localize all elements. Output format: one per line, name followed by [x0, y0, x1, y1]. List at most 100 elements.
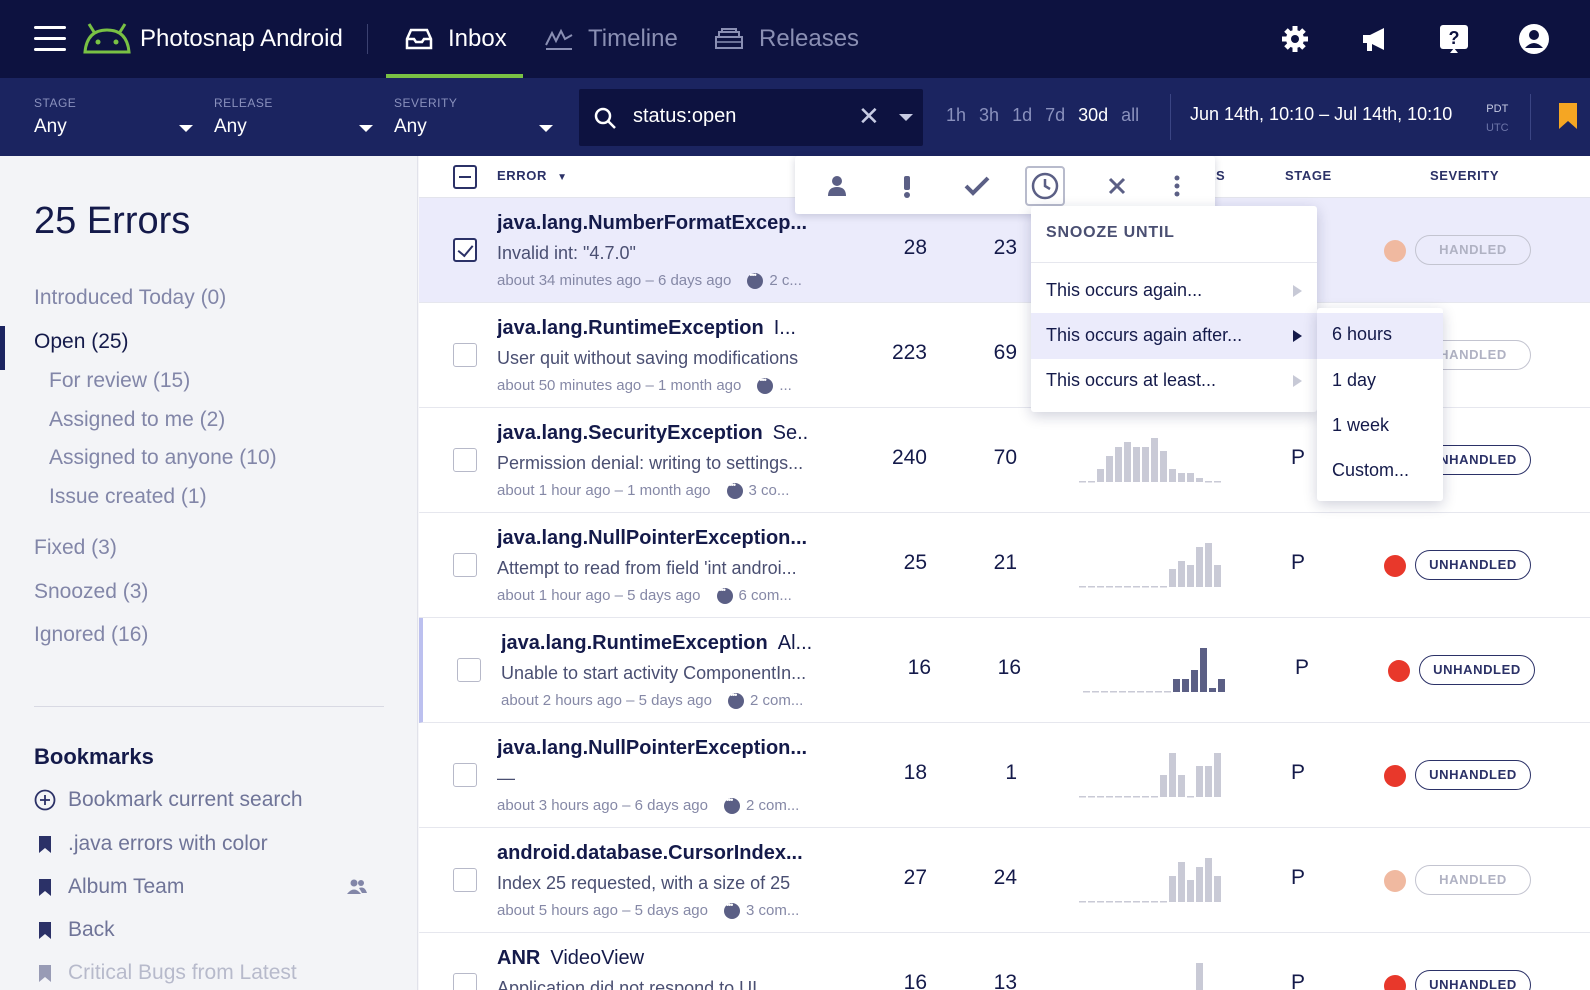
bookmark-item[interactable]: .java errors with color — [34, 832, 268, 856]
severity-filter-label: SEVERITY — [394, 96, 458, 110]
row-checkbox[interactable] — [453, 763, 477, 787]
announcement-icon[interactable] — [1358, 22, 1392, 56]
sparkline-baseline — [1079, 901, 1086, 903]
chevron-down-icon[interactable] — [899, 114, 913, 121]
tab-timeline[interactable]: Timeline — [544, 0, 678, 78]
timezone-toggle[interactable]: PDT UTC — [1486, 100, 1509, 138]
duration-1-week[interactable]: 1 week — [1332, 415, 1390, 435]
release-filter[interactable]: RELEASE Any — [214, 96, 273, 138]
row-checkbox[interactable] — [453, 553, 477, 577]
table-row[interactable]: java.lang.RuntimeException Al... Unable to… — [419, 618, 1590, 723]
error-name[interactable]: java.lang.NullPointerException... — [497, 527, 807, 550]
row-checkbox[interactable] — [453, 448, 477, 472]
error-name[interactable]: java.lang.SecurityException Se... — [497, 422, 807, 445]
more-icon[interactable] — [1157, 166, 1197, 206]
row-checkbox[interactable] — [453, 868, 477, 892]
sidebar-item-issue-created[interactable]: Issue created (1) — [49, 485, 207, 508]
bookmark-item[interactable]: Back — [34, 918, 115, 942]
error-meta: about 34 minutes ago – 6 days ago 2 c... — [497, 272, 817, 289]
ignore-icon[interactable] — [1097, 166, 1137, 206]
stage-column-header[interactable]: STAGE — [1285, 168, 1332, 183]
row-checkbox[interactable] — [457, 658, 481, 682]
duration-6-hours[interactable]: 6 hours — [1317, 313, 1443, 359]
bookmark-item[interactable]: Critical Bugs from Latest — [34, 961, 297, 985]
sidebar-item-snoozed[interactable]: Snoozed (3) — [34, 580, 149, 603]
search-input[interactable]: status:open ✕ — [579, 89, 923, 146]
error-name[interactable]: java.lang.NumberFormatExcep... — [497, 212, 807, 235]
bookmark-icon[interactable] — [1558, 102, 1578, 135]
table-row[interactable]: java.lang.NumberFormatExcep... Invalid in… — [419, 198, 1590, 303]
sparkline-bar — [1182, 679, 1189, 692]
duration-custom[interactable]: Custom... — [1332, 460, 1410, 480]
sparkline-baseline — [1092, 691, 1099, 693]
resolve-icon[interactable] — [957, 166, 997, 206]
sparkline-baseline — [1079, 586, 1086, 588]
snooze-option-occurs-again-after[interactable]: This occurs again after... — [1031, 313, 1317, 359]
sidebar-item-introduced-today[interactable]: Introduced Today (0) — [34, 286, 227, 309]
sidebar-item-ignored[interactable]: Ignored (16) — [34, 623, 149, 646]
sparkline-bar — [1115, 447, 1122, 482]
user-icon[interactable] — [1517, 22, 1551, 56]
event-count: 25 — [903, 551, 927, 574]
snooze-icon[interactable] — [1025, 166, 1065, 206]
assign-icon[interactable] — [817, 166, 857, 206]
search-query[interactable]: status:open — [633, 105, 737, 127]
duration-1-day[interactable]: 1 day — [1332, 370, 1377, 390]
snooze-option-occurs-at-least[interactable]: This occurs at least... — [1031, 358, 1317, 404]
select-all-checkbox[interactable] — [453, 165, 477, 189]
bookmark-item[interactable]: Album Team — [34, 875, 368, 899]
sparkline-baseline — [1110, 691, 1117, 693]
table-row[interactable]: java.lang.NullPointerException... — about … — [419, 723, 1590, 828]
gear-icon[interactable] — [1278, 22, 1312, 56]
sidebar-item-for-review[interactable]: For review (15) — [49, 369, 191, 392]
time-option-1d[interactable]: 1d — [1012, 105, 1033, 125]
error-meta: about 5 hours ago – 5 days ago 3 com... — [497, 902, 817, 919]
sparkline-baseline — [1146, 691, 1153, 693]
error-name[interactable]: ANR VideoView — [497, 947, 807, 970]
sparkline-baseline — [1137, 691, 1144, 693]
close-icon[interactable]: ✕ — [858, 101, 880, 131]
sidebar-item-assigned-to-anyone[interactable]: Assigned to anyone (10) — [49, 446, 277, 469]
sparkline-bar — [1169, 469, 1176, 482]
row-checkbox[interactable] — [453, 973, 477, 990]
chevron-down-icon[interactable] — [539, 125, 553, 132]
error-name[interactable]: java.lang.RuntimeException I... — [497, 317, 807, 340]
sidebar-item-fixed[interactable]: Fixed (3) — [34, 536, 117, 559]
time-option-3h[interactable]: 3h — [979, 105, 1000, 125]
error-message: Attempt to read from field 'int androi..… — [497, 558, 797, 578]
error-name[interactable]: java.lang.RuntimeException Al... — [501, 632, 811, 655]
sparkline-bar — [1142, 447, 1149, 482]
table-row[interactable]: java.lang.NullPointerException... Attempt… — [419, 513, 1590, 618]
project-name[interactable]: Photosnap Android — [140, 25, 343, 52]
tab-releases[interactable]: Releases — [713, 0, 859, 78]
sidebar-item-assigned-to-me[interactable]: Assigned to me (2) — [49, 408, 226, 431]
severity-filter[interactable]: SEVERITY Any — [394, 96, 457, 138]
bookmark-current-search[interactable]: Bookmark current search — [34, 788, 303, 812]
row-checkbox[interactable] — [453, 238, 477, 262]
chevron-down-icon[interactable] — [359, 125, 373, 132]
chevron-down-icon[interactable] — [179, 125, 193, 132]
sidebar-item-open[interactable]: Open (25) — [34, 330, 129, 353]
error-column-header[interactable]: ERROR ▼ — [497, 168, 568, 183]
time-option-30d[interactable]: 30d — [1078, 105, 1109, 125]
table-row[interactable]: java.lang.SecurityException Se... Permissi… — [419, 408, 1590, 513]
sparkline-baseline — [1083, 691, 1090, 693]
time-option-all[interactable]: all — [1121, 105, 1140, 125]
snooze-option-occurs-again[interactable]: This occurs again... — [1031, 268, 1317, 314]
row-checkbox[interactable] — [453, 343, 477, 367]
table-row[interactable]: ANR VideoView Application did not respond … — [419, 933, 1590, 990]
severity-column-header[interactable]: SEVERITY — [1430, 168, 1500, 183]
table-row[interactable]: java.lang.RuntimeException I... User quit … — [419, 303, 1590, 408]
menu-icon[interactable] — [34, 26, 66, 52]
error-name[interactable]: android.database.CursorIndex... — [497, 842, 807, 865]
date-range[interactable]: Jun 14th, 10:10 – Jul 14th, 10:10 — [1190, 104, 1453, 124]
error-name[interactable]: java.lang.NullPointerException... — [497, 737, 807, 760]
tab-inbox[interactable]: Inbox — [386, 0, 523, 78]
bookmark-icon — [39, 922, 51, 939]
time-option-7d[interactable]: 7d — [1045, 105, 1066, 125]
time-option-1h[interactable]: 1h — [946, 105, 967, 125]
help-icon[interactable]: ? — [1437, 22, 1471, 56]
table-row[interactable]: android.database.CursorIndex... Index 25 … — [419, 828, 1590, 933]
stage-filter[interactable]: STAGE Any — [34, 96, 76, 138]
priority-icon[interactable] — [887, 166, 927, 206]
